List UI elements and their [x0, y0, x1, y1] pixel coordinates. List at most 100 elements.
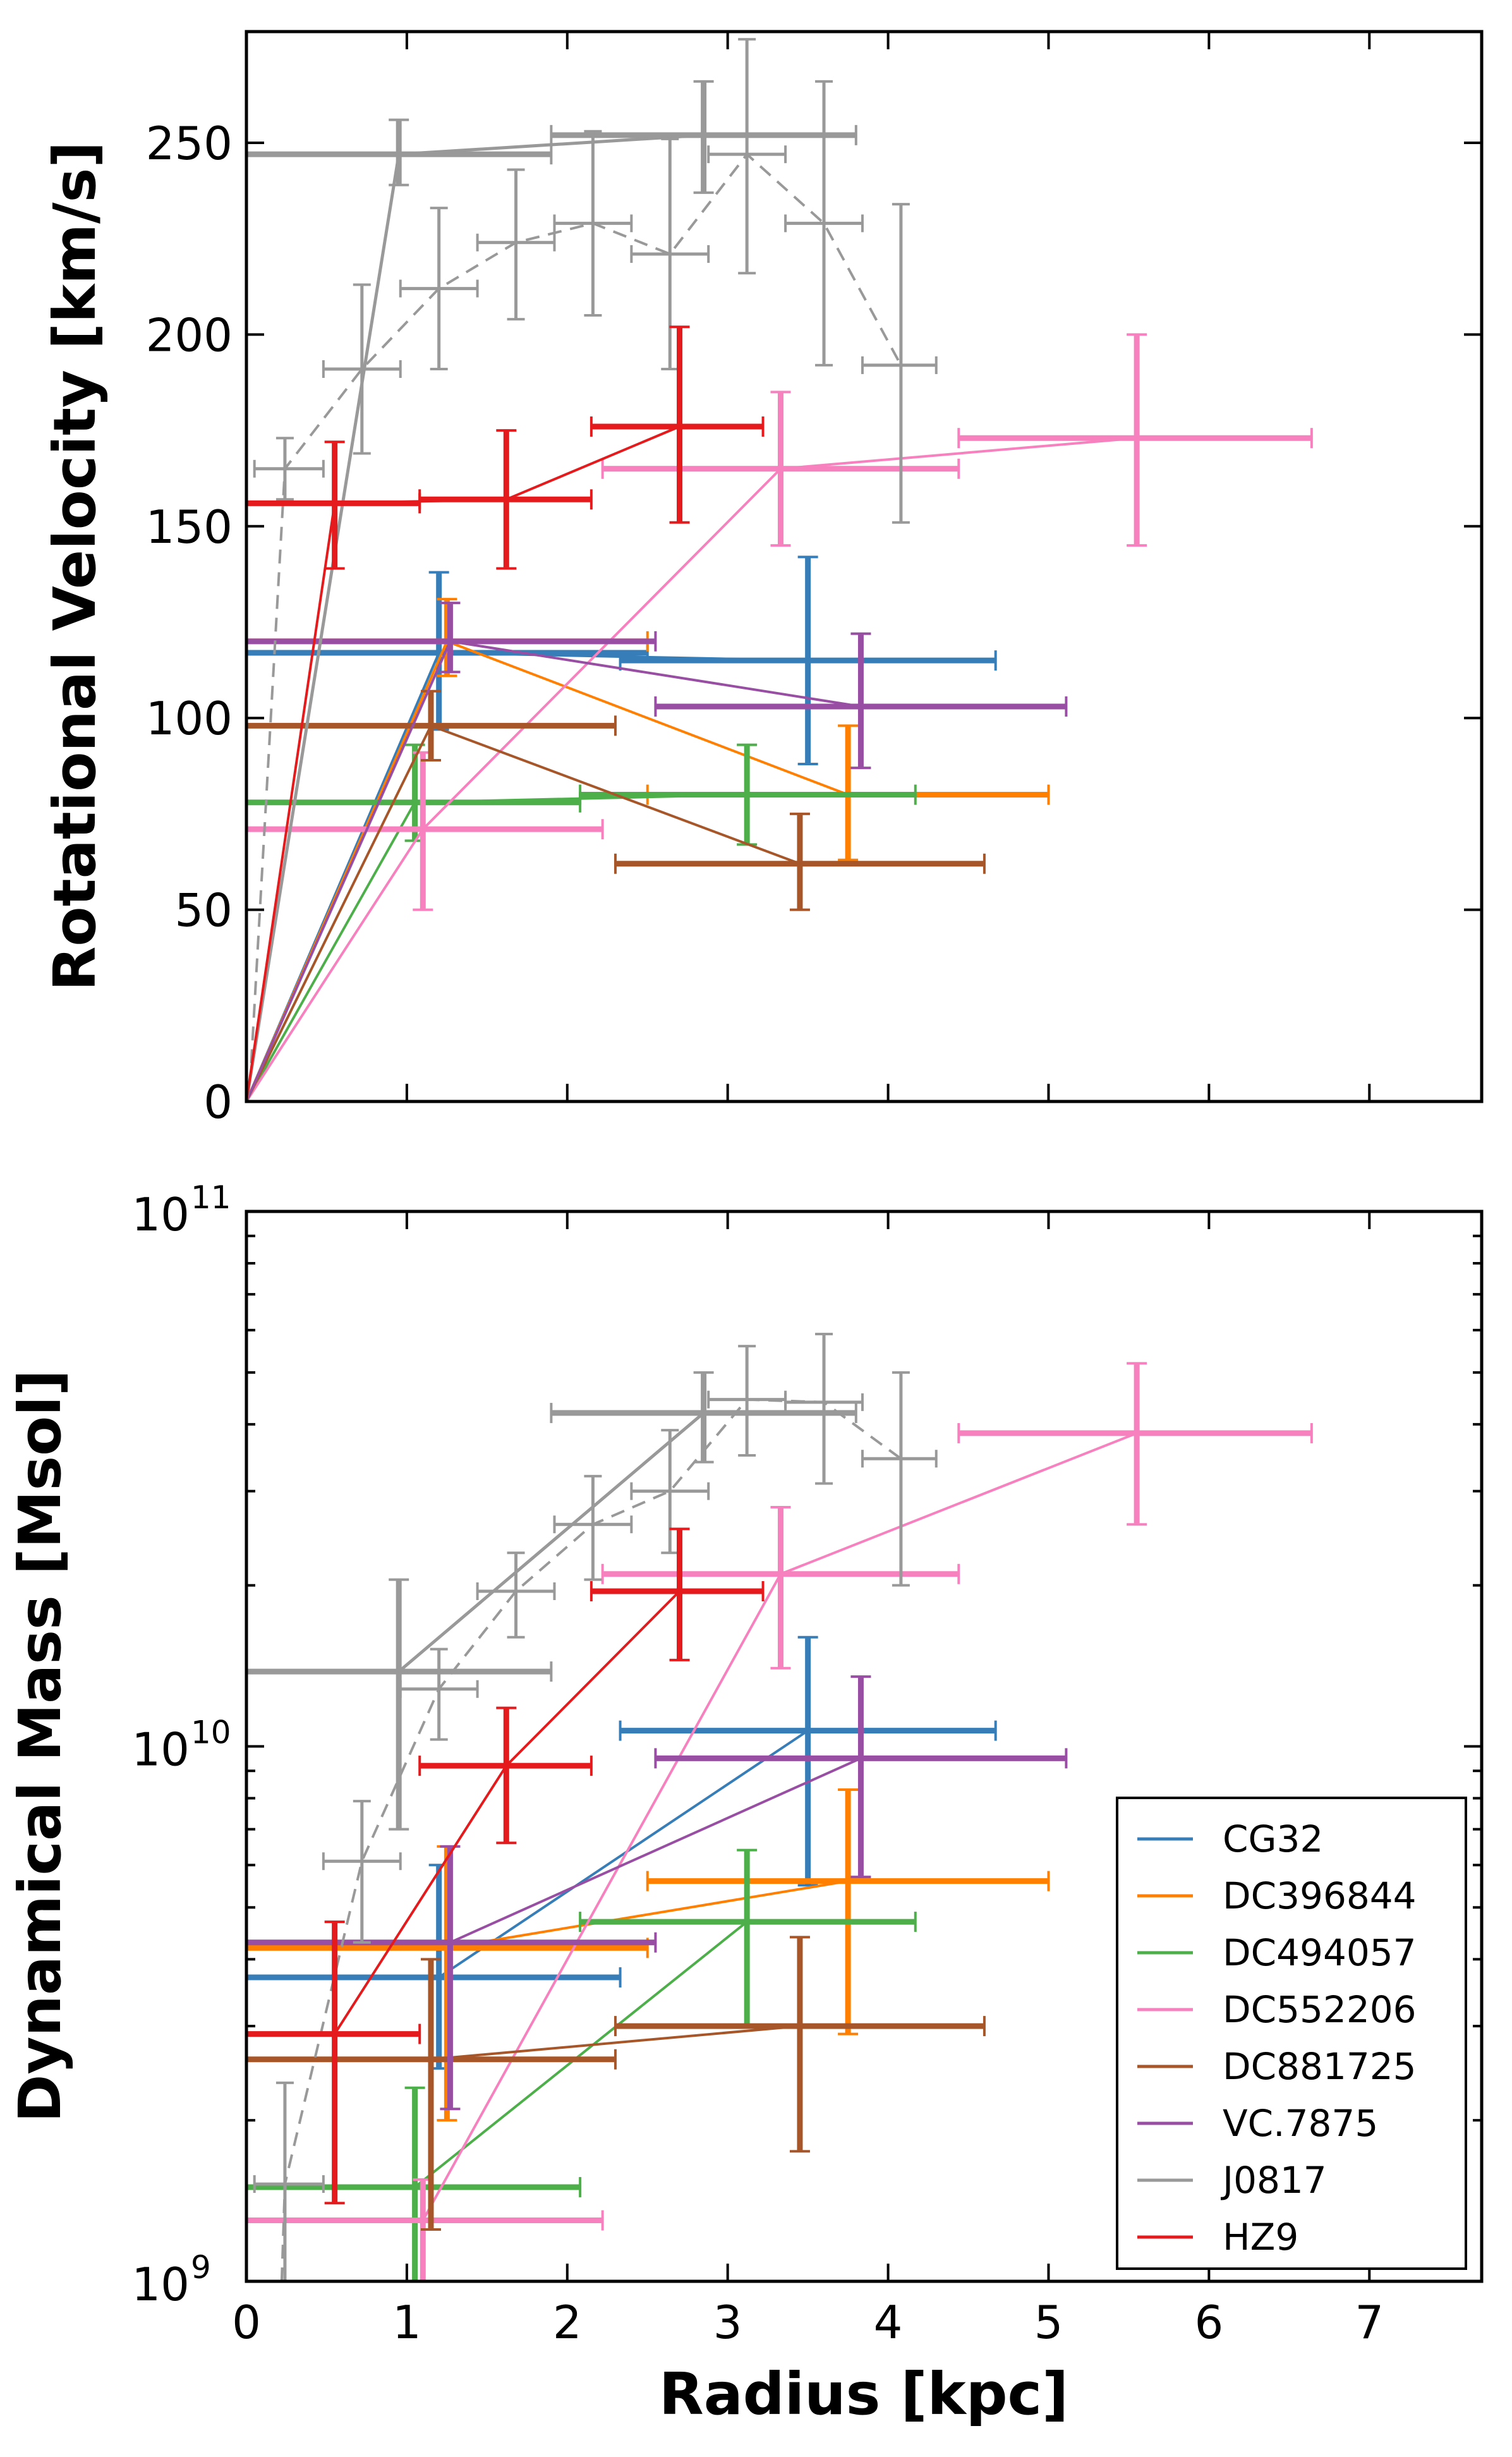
velocity-errorbar-7-6: [707, 38, 787, 275]
tick-base: 10: [131, 2258, 190, 2311]
legend-entry-dc494057: DC494057: [1137, 1931, 1417, 1974]
velocity-errorbar-7-2: [399, 207, 479, 370]
tick-base: 10: [131, 1723, 190, 1776]
legend-entry-dc552206: DC552206: [1137, 1988, 1417, 2031]
mass-y-tick-exponent: 11: [191, 1179, 231, 1216]
velocity-errorbar-8-2: [590, 325, 765, 524]
mass-errorbar-8-2: [590, 1527, 765, 1661]
mass-x-tick-label: 6: [1194, 2296, 1223, 2349]
mass-series-dc881725: [246, 1936, 986, 2231]
mass-y-tick-label: 10: [131, 1723, 190, 1776]
velocity-y-tick-label: 50: [174, 884, 233, 937]
legend-label: CG32: [1223, 1817, 1323, 1860]
velocity-y-axis-label: Rotational Velocity [km/s]: [41, 142, 109, 992]
legend-entry-dc881725: DC881725: [1137, 2045, 1417, 2088]
mass-errorbar-3-2: [957, 1362, 1313, 1526]
mass-errorbar-7-0: [253, 2081, 325, 2281]
mass-y-axis-label: Dynamical Mass [Msol]: [6, 1369, 74, 2123]
velocity-panel: 0 50 100 150 200 250 Rotational Velocity [km/…: [41, 30, 1484, 1129]
legend: CG32 DC396844 DC494057 DC552206 DC881725 VC.7…: [1116, 1797, 1467, 2270]
velocity-errorbar-2-1: [579, 743, 917, 846]
mass-errorbar-2-0: [246, 2086, 582, 2281]
velocity-errorbar-0-1: [619, 555, 997, 766]
velocity-errorbar-6-1: [550, 80, 857, 194]
velocity-series-j0817-fine-: [250, 38, 938, 1064]
mass-x-tick-label: 4: [874, 2296, 903, 2349]
velocity-series-hz9: [246, 325, 765, 1101]
legend-label: DC881725: [1223, 2045, 1417, 2088]
mass-series-j0817: [246, 1371, 857, 1831]
velocity-errorbar-7-8: [861, 203, 938, 524]
mass-line-4: [430, 2025, 801, 2061]
legend-box: [1116, 1797, 1467, 2270]
mass-errorbar-7-7: [784, 1332, 864, 1485]
mass-series-dc494057: [246, 1848, 917, 2281]
velocity-y-tick-label: 150: [146, 500, 233, 554]
legend-entry-dc396844: DC396844: [1137, 1874, 1417, 1917]
velocity-line-7: [250, 153, 902, 1064]
mass-errorbar-0-1: [619, 1635, 997, 1887]
velocity-errorbar-7-1: [322, 283, 402, 455]
mass-errorbar-3-1: [601, 1505, 960, 1670]
mass-errorbar-1-1: [646, 1788, 1050, 2035]
velocity-plot-frame: [245, 30, 1484, 1103]
mass-series-vc-7875: [246, 1675, 1068, 2111]
legend-entry-cg32: CG32: [1137, 1817, 1323, 1860]
mass-y-tick-label: 10: [131, 2258, 190, 2311]
velocity-errorbar-5-1: [654, 632, 1068, 770]
mass-x-axis-label: Radius [kpc]: [659, 2360, 1068, 2428]
tick-base: 10: [131, 1188, 190, 1241]
mass-errorbar-8-1: [418, 1706, 593, 1845]
mass-series-j0817-fine-: [253, 1332, 938, 2281]
mass-errorbar-8-0: [246, 1920, 421, 2205]
velocity-y-tick-label: 0: [203, 1076, 233, 1129]
legend-entry-j0817: J0817: [1137, 2159, 1327, 2202]
mass-plot-frame: [245, 1210, 1484, 2283]
velocity-line-3: [246, 437, 1137, 1101]
velocity-errorbar-7-7: [784, 80, 864, 367]
mass-errorbar-6-0: [246, 1578, 553, 1831]
mass-errorbar-5-0: [246, 1845, 657, 2111]
legend-label: HZ9: [1223, 2216, 1298, 2259]
mass-errorbar-5-1: [654, 1675, 1068, 1879]
velocity-y-tick-label: 250: [146, 117, 233, 170]
mass-line-1: [447, 1879, 849, 1950]
velocity-series-j0817: [246, 80, 857, 1101]
velocity-errorbar-7-0: [253, 437, 325, 501]
velocity-errorbar-4-1: [614, 812, 986, 911]
mass-series-dc396844: [246, 1788, 1050, 2122]
mass-line-2: [414, 1920, 748, 2188]
mass-errorbar-7-4: [553, 1474, 633, 1581]
mass-x-tick-label: 0: [232, 2296, 261, 2349]
mass-errorbar-7-3: [476, 1551, 556, 1639]
mass-errorbar-6-1: [550, 1371, 857, 1464]
legend-label: DC552206: [1223, 1988, 1417, 2031]
mass-line-6: [397, 1412, 705, 1673]
velocity-y-tick-label: 200: [146, 308, 233, 361]
mass-errorbar-1-0: [246, 1845, 649, 2122]
mass-x-tick-label: 2: [553, 2296, 582, 2349]
legend-label: J0817: [1221, 2159, 1327, 2202]
velocity-series-dc552206: [246, 333, 1313, 1101]
legend-label: DC396844: [1223, 1874, 1417, 1917]
mass-errorbar-7-8: [861, 1371, 938, 1587]
mass-y-tick-exponent: 10: [191, 1714, 231, 1751]
legend-entry-hz9: HZ9: [1137, 2216, 1298, 2259]
mass-errorbar-7-1: [322, 1800, 402, 1944]
mass-line-7: [280, 1398, 902, 2281]
mass-series-dc552206: [246, 1362, 1313, 2281]
velocity-plot-marks: [246, 38, 1313, 1101]
mass-errorbar-7-2: [399, 1647, 479, 1741]
velocity-errorbar-7-3: [476, 168, 556, 321]
mass-errorbar-4-0: [246, 1958, 617, 2231]
mass-y-tick-exponent: 9: [191, 2249, 211, 2286]
mass-line-0: [438, 1729, 809, 1979]
velocity-errorbar-7-5: [630, 137, 710, 370]
velocity-errorbar-8-1: [418, 429, 593, 570]
mass-x-tick-label: 7: [1355, 2296, 1384, 2349]
mass-y-tick-label: 10: [131, 1188, 190, 1241]
velocity-errorbar-7-4: [553, 130, 633, 317]
mass-plot-marks: [246, 1332, 1313, 2281]
